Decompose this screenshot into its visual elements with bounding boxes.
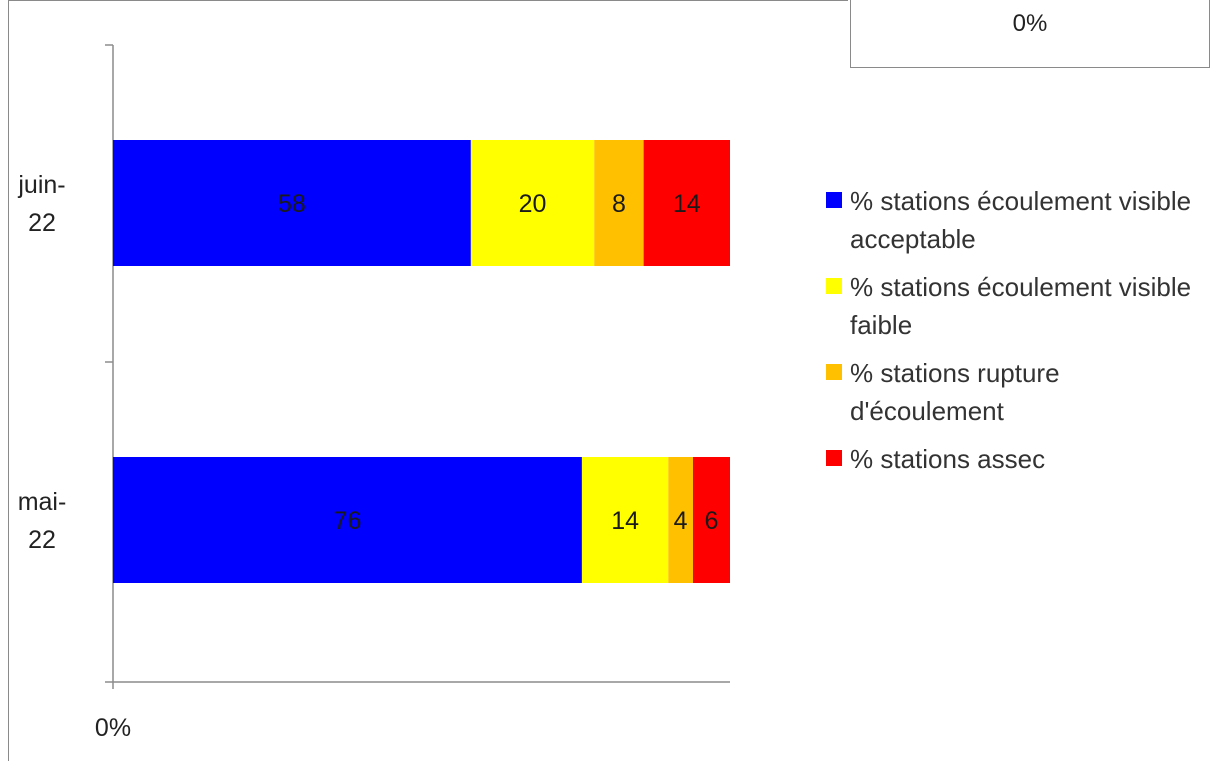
- bar-segment: [643, 140, 730, 266]
- bar-value-label: 58: [278, 190, 306, 218]
- legend-swatch-blue: [826, 192, 842, 208]
- legend-label: % stations écoulement visible faible: [850, 272, 1192, 340]
- bar-segment: [581, 457, 669, 583]
- legend-swatch-yellow: [826, 278, 842, 294]
- bar-value-label: 14: [673, 190, 701, 218]
- bar-segment: [113, 140, 471, 266]
- bar-value-label: 76: [334, 507, 362, 535]
- bar-segment: [594, 140, 644, 266]
- bars: [113, 140, 730, 583]
- legend-label: % stations rupture d'écoulement: [850, 358, 1060, 426]
- bar-value-label: 14: [611, 507, 639, 535]
- bar-value-label: 20: [519, 190, 547, 218]
- legend-item-visible-faible: % stations écoulement visible faible: [826, 268, 1210, 344]
- x-tick-label: 0%: [95, 714, 131, 742]
- category-label: juin-22: [17, 171, 65, 237]
- bar-segment: [668, 457, 693, 583]
- chart-legend: % stations écoulement visible acceptable…: [826, 182, 1210, 488]
- category-label: mai-22: [18, 488, 67, 554]
- bar-segment: [113, 457, 582, 583]
- legend-label: % stations écoulement visible acceptable: [850, 186, 1192, 254]
- legend-swatch-orange: [826, 364, 842, 380]
- chart-frame-top-border: [8, 0, 848, 1]
- bar-segment: [692, 457, 730, 583]
- legend-item-visible-acceptable: % stations écoulement visible acceptable: [826, 182, 1210, 258]
- legend-item-rupture: % stations rupture d'écoulement: [826, 354, 1210, 430]
- bar-segment: [470, 140, 595, 266]
- bar-value-label: 6: [705, 507, 719, 535]
- stacked-bar-chart: 0% juin-22 mai-22 58 20 8 14 76 14 4 6: [17, 44, 730, 742]
- corner-box-tick-label: 0%: [1012, 10, 1048, 37]
- legend-swatch-red: [826, 450, 842, 466]
- overlapping-chart-corner-box: 0%: [850, 0, 1210, 68]
- bar-value-label: 8: [612, 190, 626, 218]
- legend-item-assec: % stations assec: [826, 440, 1210, 478]
- chart-frame-left-border: [8, 0, 9, 761]
- labels: 0% juin-22 mai-22 58 20 8 14 76 14 4 6: [17, 171, 718, 742]
- bar-value-label: 4: [674, 507, 688, 535]
- legend-label: % stations assec: [850, 444, 1046, 474]
